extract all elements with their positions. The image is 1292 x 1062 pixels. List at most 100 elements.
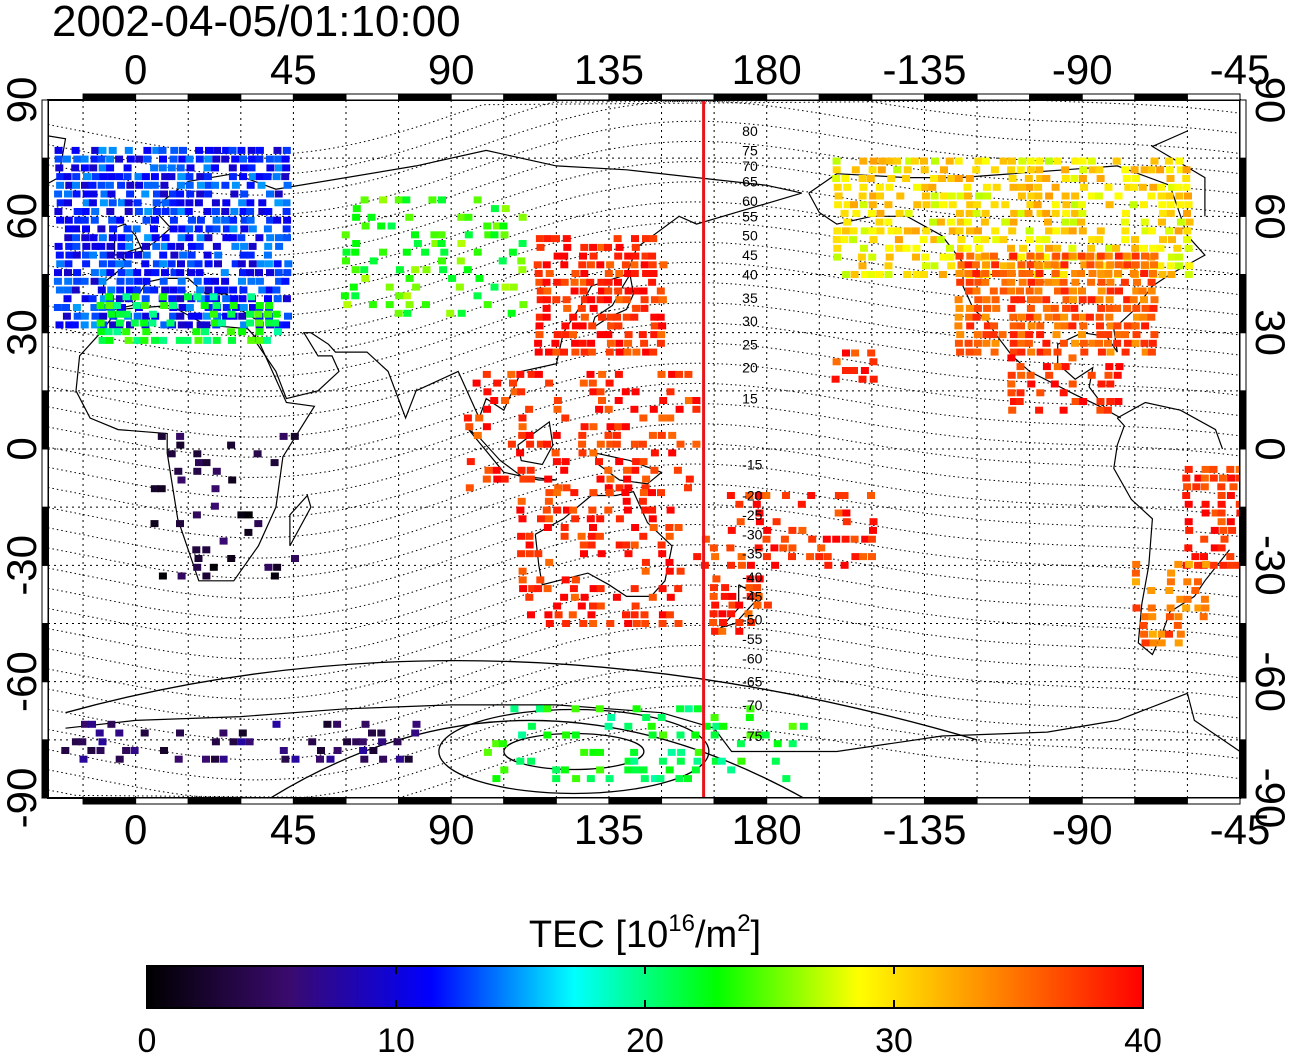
tec-sample <box>595 405 604 413</box>
tec-sample <box>230 190 239 198</box>
tec-sample <box>230 208 239 215</box>
tec-sample <box>596 331 605 339</box>
tec-sample <box>464 213 473 221</box>
tec-sample <box>552 431 561 439</box>
tec-sample <box>569 313 578 321</box>
tec-sample <box>885 244 893 252</box>
tec-sample <box>1200 553 1208 561</box>
tec-sample <box>562 235 571 243</box>
tec-sample <box>1071 192 1080 200</box>
tec-sample <box>589 423 598 431</box>
tec-sample <box>1166 209 1175 217</box>
tec-sample <box>1133 313 1141 321</box>
tec-sample <box>761 731 770 739</box>
tec-sample <box>123 225 132 233</box>
tec-sample <box>247 277 256 285</box>
tec-sample <box>456 257 465 265</box>
tec-sample <box>773 740 782 748</box>
frame-tick-bar <box>1239 448 1247 508</box>
tec-sample <box>80 312 89 320</box>
tec-sample <box>1114 192 1123 200</box>
tec-sample <box>254 520 263 528</box>
tec-sample <box>271 319 279 327</box>
tec-sample <box>169 312 178 320</box>
tec-sample <box>99 312 108 320</box>
tec-sample <box>106 242 115 250</box>
tec-sample <box>1062 296 1071 304</box>
tec-sample <box>97 225 106 233</box>
tec-sample <box>746 592 755 600</box>
tec-sample <box>177 277 186 285</box>
tec-sample <box>266 164 275 172</box>
tec-sample <box>1122 175 1131 182</box>
tec-sample <box>921 183 930 191</box>
tec-sample <box>867 535 876 543</box>
lon-ticks-top: 0 45 90 135 180 -135 -90 -45 <box>124 46 1270 93</box>
tec-sample <box>974 278 983 286</box>
lon-tick-label-bottom: 0 <box>124 806 147 853</box>
tec-sample <box>255 328 264 336</box>
frame-tick-bar <box>1239 506 1247 566</box>
tec-sample <box>333 720 342 728</box>
tec-sample <box>1104 183 1113 191</box>
tec-sample <box>1114 252 1123 260</box>
tec-sample <box>1217 483 1226 491</box>
tec-sample <box>614 370 623 378</box>
tec-sample <box>229 286 238 294</box>
tec-sample <box>842 349 850 357</box>
tec-sample <box>615 348 624 356</box>
tec-sample <box>185 199 194 207</box>
tec-sample <box>1034 183 1043 191</box>
tec-sample <box>161 286 170 294</box>
tec-sample <box>1147 348 1156 356</box>
tec-sample <box>412 283 421 291</box>
tec-sample <box>100 190 109 198</box>
tec-sample <box>1087 244 1096 252</box>
tec-sample <box>204 155 213 163</box>
tec-sample <box>640 304 649 312</box>
tec-sample <box>782 775 791 783</box>
tec-sample <box>992 236 1001 244</box>
tec-sample <box>72 251 81 259</box>
contour-label: -50 <box>742 612 762 628</box>
tec-sample <box>1024 209 1033 217</box>
tec-sample <box>577 532 586 540</box>
tec-sample <box>930 192 939 200</box>
tec-sample <box>188 312 196 320</box>
tec-sample <box>116 286 125 294</box>
tec-sample <box>726 544 735 552</box>
tec-sample <box>1157 630 1166 638</box>
tec-sample <box>746 575 755 583</box>
tec-sample <box>1070 175 1079 182</box>
lat-tick-label-left: 30 <box>0 309 45 356</box>
tec-sample <box>1229 483 1238 491</box>
contour-label: 20 <box>742 360 758 376</box>
tec-sample <box>1132 604 1141 612</box>
tec-sample <box>861 535 870 543</box>
tec-sample <box>1201 509 1210 517</box>
tec-sample <box>1061 175 1070 182</box>
tec-sample <box>668 449 677 457</box>
tec-sample <box>231 260 240 268</box>
tec-sample <box>535 331 544 339</box>
tec-sample <box>1062 201 1071 209</box>
tec-sample <box>255 277 264 285</box>
tec-sample <box>1035 157 1044 165</box>
tec-sample <box>54 242 63 250</box>
tec-sample <box>440 248 449 256</box>
tec-sample <box>352 205 361 213</box>
tec-sample <box>263 251 272 259</box>
tec-sample <box>109 225 118 233</box>
tec-sample <box>166 319 175 327</box>
tec-sample <box>545 348 553 356</box>
tec-sample <box>1080 183 1089 191</box>
tec-sample <box>562 731 571 739</box>
tec-sample <box>275 242 284 250</box>
tec-sample <box>1140 218 1149 226</box>
tec-sample <box>563 304 572 312</box>
tec-sample <box>912 253 920 261</box>
tec-sample <box>657 331 666 339</box>
tec-sample <box>1051 201 1060 209</box>
tec-sample <box>972 287 981 295</box>
tec-sample <box>947 192 956 200</box>
